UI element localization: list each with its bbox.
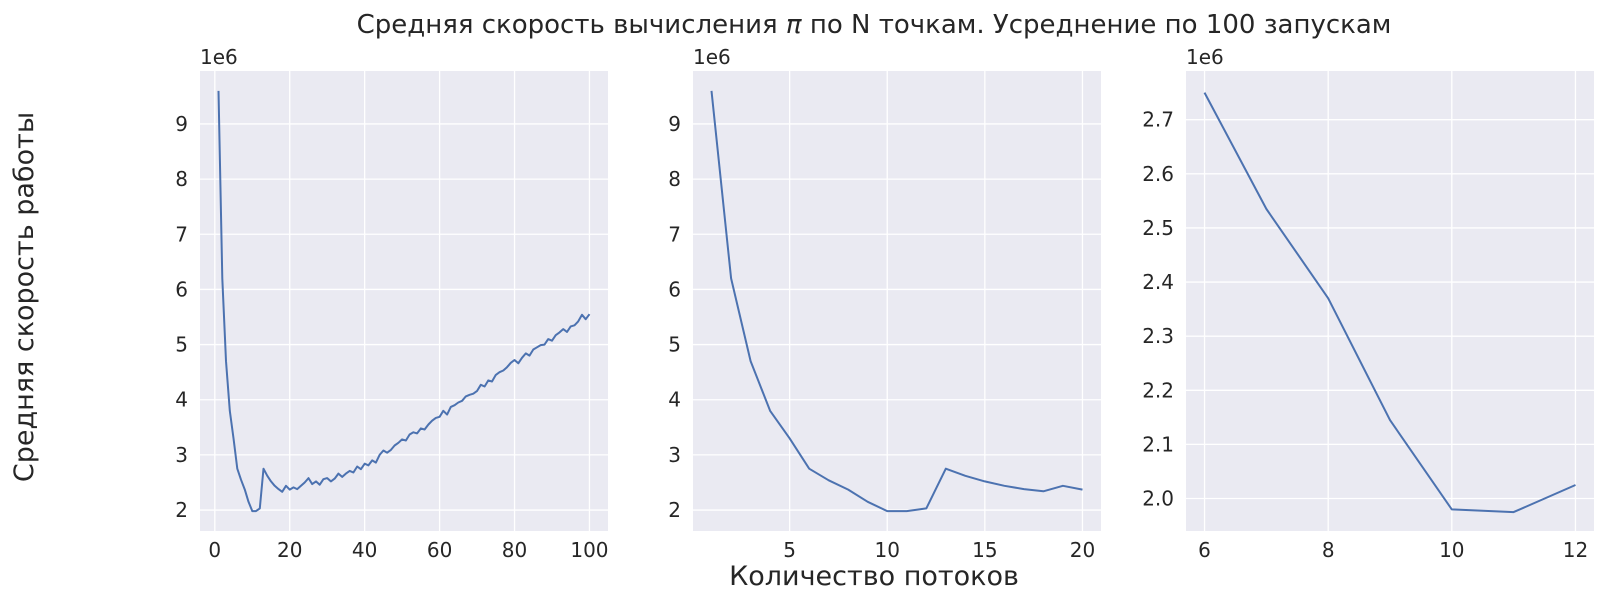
offset-label: 1e6: [1186, 45, 1224, 69]
x-tick-label: 40: [352, 538, 377, 562]
x-tick-label: 0: [208, 538, 221, 562]
y-tick-label: 5: [175, 333, 188, 357]
y-tick-label: 8: [175, 167, 188, 191]
y-tick-label: 2: [668, 498, 681, 522]
y-tick-label: 2: [175, 498, 188, 522]
chart-panel-2: 5 10 15 20 2 3 4 5 6 7 8 9 1e6: [668, 45, 1101, 562]
y-tick-label: 2.7: [1142, 108, 1174, 132]
y-tick-label: 9: [668, 112, 681, 136]
x-tick-label: 8: [1322, 538, 1335, 562]
y-tick-label: 7: [668, 222, 681, 246]
x-tick-label: 10: [875, 538, 900, 562]
x-tick-label: 60: [427, 538, 452, 562]
plot-background: [693, 71, 1101, 531]
y-tick-label: 2.1: [1142, 432, 1174, 456]
pi-symbol: π: [786, 10, 802, 40]
y-tick-label: 2.5: [1142, 216, 1174, 240]
y-tick-label: 2.6: [1142, 162, 1174, 186]
y-tick-label: 4: [668, 388, 681, 412]
y-tick-label: 4: [175, 388, 188, 412]
y-tick-label: 2.4: [1142, 270, 1174, 294]
plot-background: [1186, 71, 1594, 531]
plots-area: 0 20 40 60 80 100 2 3 4 5 6 7 8 9 1e6 5 10 15 20 2 3 4 5 6 7 8 9 1e…: [175, 45, 1594, 562]
series-line: [217, 90, 591, 513]
y-tick-label: 2.3: [1142, 324, 1174, 348]
x-tick-label: 10: [1439, 538, 1464, 562]
y-tick-label: 3: [668, 443, 681, 467]
offset-label: 1e6: [200, 45, 238, 69]
x-tick-label: 20: [1070, 538, 1095, 562]
y-tick-label: 6: [668, 277, 681, 301]
y-tick-label: 3: [175, 443, 188, 467]
x-tick-label: 5: [783, 538, 796, 562]
chart-panel-1: 0 20 40 60 80 100 2 3 4 5 6 7 8 9 1e6: [175, 45, 608, 562]
y-tick-label: 2.2: [1142, 378, 1174, 402]
x-axis-label: Количество потоков: [729, 561, 1019, 592]
offset-label: 1e6: [693, 45, 731, 69]
y-axis-label: Средняя скорость работы: [9, 112, 40, 482]
x-tick-label: 20: [277, 538, 302, 562]
y-tick-label: 9: [175, 112, 188, 136]
chart-panel-3: 6 8 10 12 2.0 2.1 2.2 2.3 2.4 2.5 2.6 2.7 1e6: [1142, 45, 1594, 562]
y-tick-label: 8: [668, 167, 681, 191]
y-tick-label: 6: [175, 277, 188, 301]
x-tick-label: 100: [570, 538, 608, 562]
x-tick-label: 12: [1563, 538, 1588, 562]
series-line: [710, 90, 1083, 513]
figure-title: Средняя скорость вычисления π по N точка…: [357, 10, 1392, 40]
x-tick-label: 80: [502, 538, 527, 562]
x-tick-label: 15: [972, 538, 997, 562]
series-line: [1203, 92, 1576, 514]
y-tick-label: 7: [175, 222, 188, 246]
plot-background: [200, 71, 608, 531]
y-tick-label: 2.0: [1142, 487, 1174, 511]
y-tick-label: 5: [668, 333, 681, 357]
x-tick-label: 6: [1198, 538, 1211, 562]
